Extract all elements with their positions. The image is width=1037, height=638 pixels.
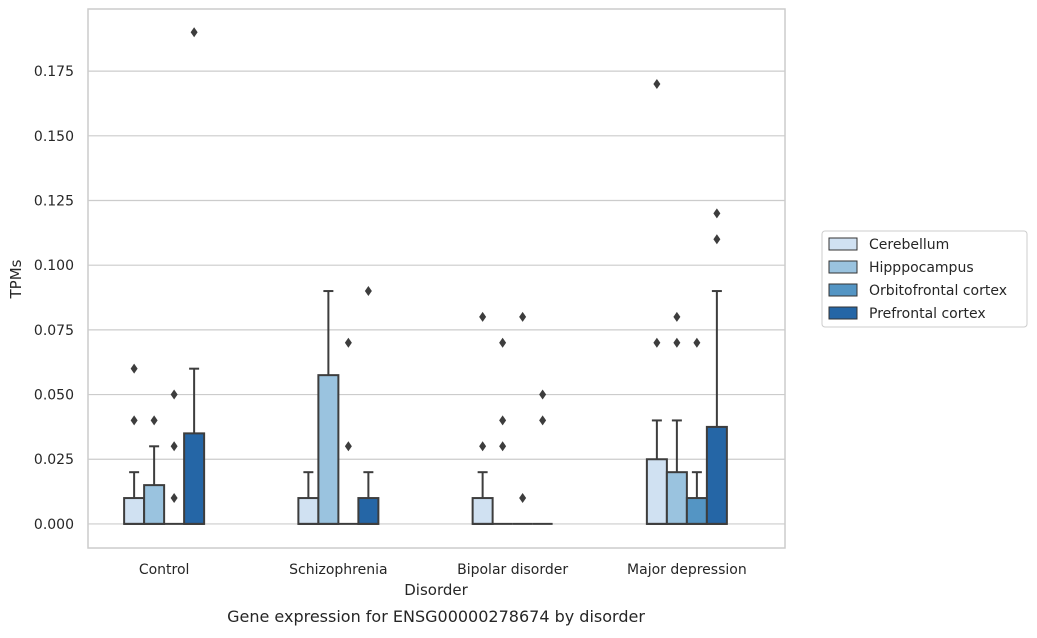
y-tick-label: 0.125 xyxy=(34,193,74,209)
y-tick-labels: 0.000 0.025 0.050 0.075 0.100 0.125 0.150 0.175 xyxy=(34,64,74,533)
y-tick-label: 0.100 xyxy=(34,258,74,274)
plot-frame xyxy=(87,8,786,549)
box-major-depression-orbitofrontal-cortex xyxy=(685,471,708,525)
outlier-point xyxy=(170,493,178,504)
outlier-point xyxy=(479,311,487,322)
box-major-depression-hipppocampus xyxy=(665,419,688,525)
outlier-point xyxy=(130,415,138,426)
box xyxy=(685,497,708,525)
outlier-point xyxy=(539,389,547,400)
outlier-point xyxy=(673,311,681,322)
box-control-hipppocampus xyxy=(143,445,166,525)
outlier-points xyxy=(130,27,721,504)
box xyxy=(123,497,146,525)
legend-label: Cerebellum xyxy=(869,237,949,253)
box-major-depression-cerebellum xyxy=(645,419,668,525)
outlier-point xyxy=(364,286,372,297)
legend-swatch xyxy=(828,283,858,297)
box xyxy=(705,425,728,525)
y-axis-label: TPMs xyxy=(7,259,25,299)
box xyxy=(471,497,494,525)
x-tick-label: Bipolar disorder xyxy=(457,562,568,578)
outlier-point xyxy=(344,441,352,452)
box xyxy=(357,497,380,525)
legend-label: Orbitofrontal cortex xyxy=(869,283,1007,299)
box-major-depression-prefrontal-cortex xyxy=(705,290,728,525)
box-schizophrenia-prefrontal-cortex xyxy=(357,471,380,525)
outlier-point xyxy=(344,337,352,348)
x-axis-label: Disorder xyxy=(404,581,468,599)
y-tick-label: 0.000 xyxy=(34,517,74,533)
outlier-point xyxy=(130,363,138,374)
legend-frame xyxy=(821,230,1028,328)
outlier-point xyxy=(499,337,507,348)
box xyxy=(143,484,166,525)
y-tick-label: 0.050 xyxy=(34,388,74,404)
box-control-cerebellum xyxy=(123,471,146,525)
box xyxy=(665,471,688,525)
box xyxy=(317,374,340,525)
outlier-point xyxy=(170,441,178,452)
x-tick-label: Schizophrenia xyxy=(289,562,387,578)
outlier-point xyxy=(713,234,721,245)
outlier-point xyxy=(150,415,158,426)
y-tick-label: 0.175 xyxy=(34,64,74,80)
y-tick-label: 0.025 xyxy=(34,452,74,468)
box-groups xyxy=(123,290,728,525)
outlier-point xyxy=(673,337,681,348)
outlier-point xyxy=(653,337,661,348)
legend-label: Hipppocampus xyxy=(869,260,974,276)
outlier-point xyxy=(713,208,721,219)
x-tick-label: Control xyxy=(139,562,190,578)
legend-items: Cerebellum Hipppocampus Orbitofrontal cort… xyxy=(828,237,1007,322)
box-schizophrenia-hipppocampus xyxy=(317,290,340,525)
legend: Cerebellum Hipppocampus Orbitofrontal cort… xyxy=(821,230,1028,328)
box-bipolar-disorder-cerebellum xyxy=(471,471,494,525)
chart-caption: Gene expression for ENSG00000278674 by d… xyxy=(227,607,645,626)
box xyxy=(645,458,668,525)
outlier-point xyxy=(539,415,547,426)
y-tick-label: 0.075 xyxy=(34,323,74,339)
outlier-point xyxy=(479,441,487,452)
outlier-point xyxy=(190,27,198,38)
outlier-point xyxy=(693,337,701,348)
outlier-point xyxy=(519,311,527,322)
legend-swatch xyxy=(828,260,858,274)
x-tick-labels: Control Schizophrenia Bipolar disorder Majo… xyxy=(139,562,747,578)
x-tick-label: Major depression xyxy=(627,562,747,578)
outlier-point xyxy=(653,79,661,90)
outlier-point xyxy=(499,415,507,426)
legend-label: Prefrontal cortex xyxy=(869,306,986,322)
box xyxy=(297,497,320,525)
legend-swatch xyxy=(828,237,858,251)
box-control-prefrontal-cortex xyxy=(183,367,206,525)
outlier-point xyxy=(519,493,527,504)
outlier-point xyxy=(499,441,507,452)
legend-swatch xyxy=(828,306,858,320)
y-tick-label: 0.150 xyxy=(34,129,74,145)
box-schizophrenia-cerebellum xyxy=(297,471,320,525)
outlier-point xyxy=(170,389,178,400)
box xyxy=(183,432,206,525)
